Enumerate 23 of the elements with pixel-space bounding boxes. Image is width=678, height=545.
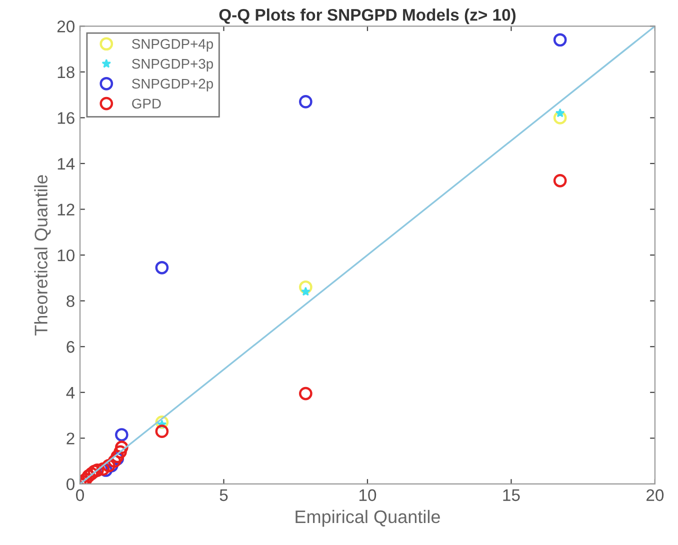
y-axis-title: Theoretical Quantile bbox=[34, 175, 51, 336]
x-tick-label: 5 bbox=[220, 489, 228, 502]
x-tick-label: 10 bbox=[359, 489, 376, 502]
legend-label: SNPGDP+2p bbox=[132, 78, 214, 92]
y-tick-label: 2 bbox=[66, 432, 74, 444]
chart-title: Q-Q Plots for SNPGPD Models (z> 10) bbox=[219, 8, 516, 24]
x-tick-label: 0 bbox=[76, 489, 84, 502]
y-tick-label: 10 bbox=[58, 249, 74, 262]
y-tick-label: 8 bbox=[66, 295, 74, 308]
legend-label: GPD bbox=[132, 98, 161, 109]
y-tick-label: 6 bbox=[66, 341, 74, 353]
y-tick-label: 16 bbox=[58, 112, 74, 124]
y-tick-label: 14 bbox=[58, 158, 75, 170]
y-tick-label: 0 bbox=[66, 478, 74, 490]
legend-label: SNPGDP+4p bbox=[132, 39, 214, 52]
x-tick-label: 20 bbox=[646, 489, 664, 502]
y-tick-label: 12 bbox=[58, 204, 74, 216]
x-tick-label: 15 bbox=[503, 489, 520, 502]
y-tick-label: 18 bbox=[58, 66, 74, 78]
x-axis-title: Empirical Quantile bbox=[296, 510, 440, 527]
legend-label: SNPGDP+3p bbox=[132, 58, 214, 72]
y-tick-label: 4 bbox=[66, 386, 75, 398]
y-tick-label: 20 bbox=[57, 20, 74, 32]
